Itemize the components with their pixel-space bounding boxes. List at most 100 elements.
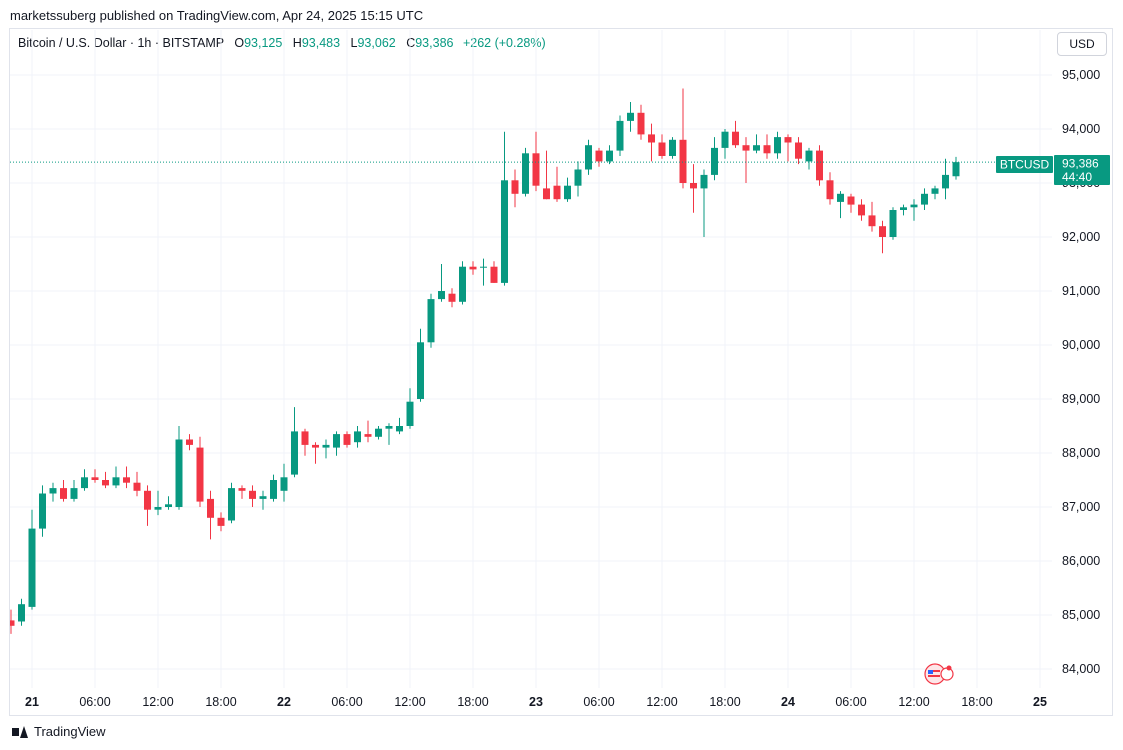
candle-up [700,169,708,237]
ticker-tag-label: BTCUSD [1000,158,1050,172]
candle-up [805,147,813,170]
chart-frame [9,28,1113,716]
candle-body [732,131,739,146]
candle-body [721,131,729,148]
candle-body [511,180,519,194]
time-tick-label: 06:00 [331,695,362,709]
candle-up [910,199,918,221]
candle-up [70,480,78,502]
candle-body [837,193,844,202]
candle-up [291,407,298,478]
candle-body [585,145,592,170]
candle-body [637,112,645,135]
candle-body [259,496,267,499]
price-tick-label: 86,000 [1062,554,1100,568]
candle-body [469,266,477,270]
price-tag-bg [1054,155,1110,185]
candle-body [343,434,351,445]
candle-body [385,426,393,429]
price-tick-label: 92,000 [1062,230,1100,244]
candle-body [207,498,214,518]
ohlc-legend: Bitcoin / U.S. Dollar · 1h · BITSTAMP O 9… [18,36,546,50]
last-price-tag: BTCUSD 93,386 44:40 [996,155,1110,185]
candle-body [60,488,67,499]
candle-body [417,342,424,399]
price-tick-label: 91,000 [1062,284,1100,298]
candle-up [154,490,162,516]
candle-body [490,266,498,283]
candle-up [49,482,57,502]
time-tick-label: 12:00 [142,695,173,709]
candle-down [879,220,886,254]
news-flag-icon[interactable] [924,663,954,685]
candle-body [606,150,613,162]
candle-down [543,150,550,200]
candle-down [217,512,225,532]
candle-body [133,482,141,491]
candle-up [396,417,403,435]
candle-down [532,131,540,192]
candle-down [490,261,498,283]
candle-up [721,129,729,159]
candle-down [343,431,351,448]
candle-down [186,434,193,451]
grid-lines [10,30,1052,688]
candle-up [900,204,907,216]
candle-up [952,156,960,180]
candle-body [375,428,382,437]
candle-body [532,153,540,186]
candle-body [154,507,162,510]
candle-down [196,436,204,507]
candle-down [123,466,130,489]
candle-body [49,488,57,494]
change-value: +262 (+0.28%) [462,36,546,50]
candle-up [280,463,288,502]
candle-body [406,401,414,426]
high-label: H [292,36,302,50]
currency-button[interactable]: USD [1057,32,1107,56]
candle-body [459,266,466,302]
candle-body [438,291,445,300]
candle-body [658,142,666,156]
candle-body [879,226,886,237]
candle-up [669,137,676,159]
candle-up [774,131,781,159]
candle-body [322,444,330,448]
open-label: O [234,36,245,50]
candle-up [165,496,172,510]
candle-body [553,185,561,200]
time-tick-label: 06:00 [835,695,866,709]
candle-up [606,145,613,165]
candle-body [18,604,25,622]
symbol-title[interactable]: Bitcoin / U.S. Dollar · 1h · BITSTAMP [18,36,224,50]
candle-down [364,420,372,443]
candle-body [952,162,960,177]
candle-body [280,477,288,491]
candle-down [469,261,477,275]
candle-down [595,147,603,167]
candle-down [858,199,865,221]
candle-down [868,201,876,232]
candle-body [784,137,792,143]
candle-up [375,426,382,440]
time-tick-label: 21 [25,695,39,709]
price-tick-label: 87,000 [1062,500,1100,514]
price-tag-countdown: 44:40 [1062,170,1092,184]
candle-up [931,185,939,200]
candle-body [900,207,907,210]
candle-up [942,158,949,200]
price-tick-label: 95,000 [1062,68,1100,82]
high-value: 93,483 [301,36,341,50]
candle-body [217,517,225,526]
candle-body [574,169,582,186]
candle-body [70,488,78,499]
candle-body [627,112,634,121]
price-axis: 84,000 85,000 86,000 87,000 88,000 89,000 90,0… [1062,68,1100,676]
candle-body [910,204,918,208]
candle-up [112,466,120,489]
price-tick-label: 84,000 [1062,662,1100,676]
candle-down [784,134,792,162]
candle-body [889,210,897,237]
candle-body [921,193,928,205]
